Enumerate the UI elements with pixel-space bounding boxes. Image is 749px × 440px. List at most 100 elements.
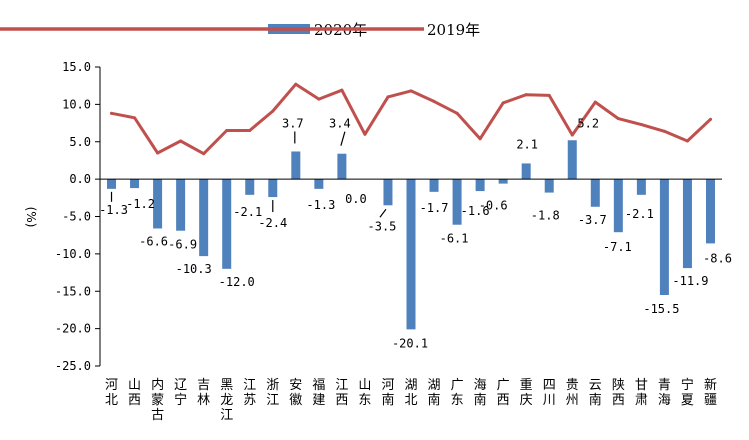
line-2019: [110, 82, 712, 156]
bar-陕西: [613, 179, 623, 233]
line-point-广东: [455, 111, 459, 115]
category-label-新疆: 新疆: [704, 377, 717, 408]
line-point-甘肃: [639, 123, 643, 127]
data-labels-2020: -1.3-1.2-6.6 -6.9-10.3-12.0-2.1-2.43.7-1.…: [99, 116, 732, 350]
bar-广西: [498, 179, 508, 184]
x-axis-categories: 河北山西内蒙古辽宁吉林黑龙江江苏浙江安徽福建江西山东河南湖北湖南广东海南广西重庆…: [105, 377, 717, 423]
data-label-广西: -0.6: [479, 199, 508, 213]
bar-山西: [130, 179, 140, 189]
category-label-江苏: 江苏: [243, 378, 256, 408]
line-point-江苏: [248, 129, 252, 133]
line-point-湖北: [409, 89, 413, 93]
bar-湖南: [429, 179, 439, 192]
data-label-内蒙古: -6.6: [139, 234, 168, 248]
bar-四川: [544, 179, 554, 193]
y-axis-label: (%): [24, 207, 38, 228]
line-point-海南: [478, 137, 482, 141]
data-label-吉林: -10.3: [176, 262, 212, 276]
bar-河北: [107, 179, 117, 189]
category-label-河北: 河北: [105, 378, 118, 408]
category-label-广西: 广西: [497, 378, 510, 408]
bar-河南: [383, 179, 393, 206]
y-tick-label: -10.0: [55, 247, 91, 261]
bar-安徽: [291, 151, 301, 180]
y-tick-label: 0.0: [69, 172, 91, 186]
category-label-陕西: 陕西: [612, 378, 625, 408]
category-label-宁夏: 宁夏: [681, 377, 694, 408]
bar-浙江: [268, 179, 278, 198]
line-point-山东: [363, 132, 367, 136]
category-label-贵州: 贵州: [566, 378, 579, 408]
data-label-四川: -1.8: [531, 209, 560, 223]
bar-云南: [590, 179, 600, 207]
data-label-宁夏: -11.9: [672, 274, 708, 288]
data-label-陕西: -7.1: [603, 240, 632, 254]
bar-青海: [659, 179, 669, 295]
bar-广东: [452, 179, 462, 225]
line-point-辽宁: [179, 139, 183, 143]
category-label-湖南: 湖南: [428, 378, 441, 408]
data-label-浙江: -2.4: [258, 216, 287, 230]
category-label-山西: 山西: [128, 378, 141, 408]
data-label-湖北: -20.1: [392, 336, 428, 350]
bar-内蒙古: [153, 179, 163, 229]
line-point-吉林: [202, 152, 206, 156]
y-tick-label: -15.0: [55, 284, 91, 298]
bar-吉林: [199, 179, 209, 257]
bar-江西: [337, 153, 347, 180]
data-label-黑龙江: -12.0: [219, 275, 255, 289]
category-label-福建: 福建: [312, 378, 325, 408]
line-series-2019: [110, 82, 712, 156]
data-label-江苏: -2.1: [233, 205, 262, 219]
data-label-甘肃: -2.1: [625, 207, 654, 221]
line-point-内蒙古: [156, 151, 160, 155]
line-point-广西: [501, 101, 505, 105]
data-label-新疆: -8.6: [703, 251, 732, 265]
y-tick-label: -5.0: [62, 210, 91, 224]
category-label-甘肃: 甘肃: [635, 378, 648, 408]
bar-宁夏: [682, 179, 692, 269]
line-point-山西: [133, 116, 137, 120]
category-label-湖北: 湖北: [404, 378, 417, 408]
category-label-内蒙古: 内蒙古: [151, 377, 164, 423]
y-tick-label: 15.0: [62, 60, 91, 74]
y-tick-label: 10.0: [62, 97, 91, 111]
leader-line-河南: [379, 208, 387, 218]
line-point-安徽: [294, 82, 298, 86]
category-label-重庆: 重庆: [520, 377, 533, 408]
data-label-重庆: 2.1: [516, 137, 538, 151]
legend: 2020年 2019年: [0, 21, 480, 39]
bar-贵州: [567, 140, 577, 180]
bar-重庆: [521, 163, 531, 180]
category-label-河南: 河南: [381, 378, 394, 408]
line-point-新疆: [708, 117, 712, 121]
category-label-海南: 海南: [474, 378, 487, 408]
bar-湖北: [406, 179, 416, 330]
y-tick-label: -25.0: [55, 359, 91, 373]
category-label-江西: 江西: [335, 378, 348, 408]
data-label-贵州: 5.2: [577, 116, 599, 130]
leader-line-江西: [340, 131, 346, 146]
line-point-湖南: [432, 99, 436, 103]
data-label-河北: -1.3: [99, 203, 128, 217]
data-label-广东: -6.1: [440, 232, 469, 246]
line-point-江西: [340, 88, 344, 92]
category-label-山东: 山东: [358, 378, 371, 408]
category-label-云南: 云南: [589, 378, 602, 408]
line-point-贵州: [570, 133, 574, 137]
data-label-安徽: 3.7: [282, 116, 304, 130]
y-tick-label: 5.0: [69, 135, 91, 149]
label-leader-lines: [110, 131, 387, 218]
line-point-河北: [110, 111, 114, 115]
data-label-辽宁: -6.9: [168, 238, 197, 252]
category-label-四川: 四川: [543, 378, 556, 408]
line-point-四川: [547, 93, 551, 97]
bar-新疆: [705, 179, 715, 244]
line-point-黑龙江: [225, 129, 229, 133]
category-label-黑龙江: 黑龙江: [220, 378, 233, 423]
y-tick-label: -20.0: [55, 322, 91, 336]
line-point-陕西: [616, 117, 620, 121]
line-point-重庆: [524, 93, 528, 97]
data-label-青海: -15.5: [643, 302, 679, 316]
